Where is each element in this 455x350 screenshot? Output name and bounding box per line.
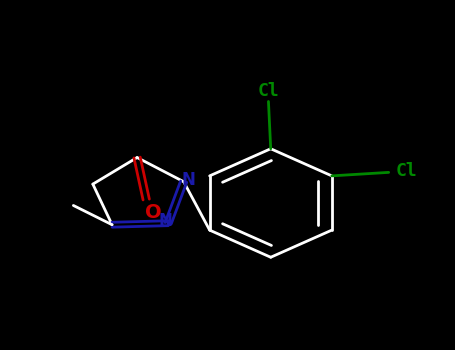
Text: Cl: Cl [395,162,417,180]
Text: Cl: Cl [258,82,279,100]
Text: N: N [159,212,173,230]
Text: N: N [181,171,195,189]
Text: O: O [145,203,162,222]
